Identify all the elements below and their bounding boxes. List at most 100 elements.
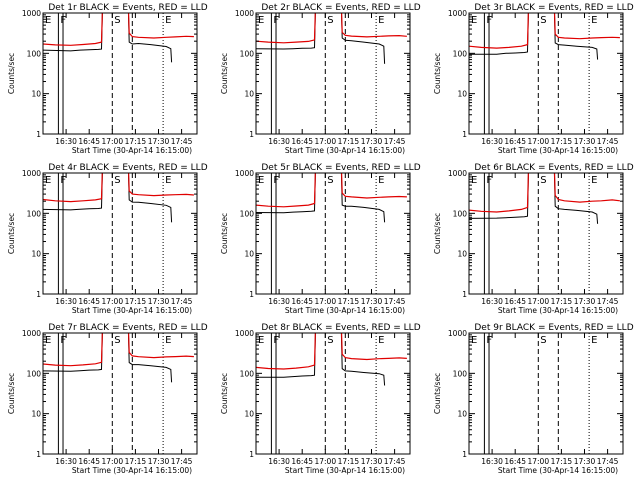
- event-marker-label: F: [486, 175, 492, 186]
- y-tick-label: 1: [462, 450, 467, 459]
- x-tick-label: 17:45: [384, 137, 406, 146]
- event-marker-label: E: [165, 175, 171, 186]
- panel-title: Det 8r BLACK = Events, RED = LLD: [261, 323, 420, 333]
- x-tick-label: 17:30: [361, 137, 383, 146]
- x-axis-label: Start Time (30-Apr-14 16:15:00): [72, 306, 192, 315]
- y-tick-label: 10: [31, 250, 41, 259]
- event-marker-label: E: [471, 175, 477, 186]
- x-tick-label: 16:45: [504, 297, 526, 306]
- y-tick-label: 1000: [22, 329, 41, 338]
- y-tick-label: 1000: [448, 9, 467, 18]
- event-marker-label: S: [327, 15, 333, 26]
- y-tick-label: 100: [453, 209, 468, 218]
- series-events-line: [43, 333, 173, 383]
- y-axis-label: Counts/sec: [220, 53, 229, 94]
- x-tick-label: 16:45: [291, 457, 313, 466]
- y-tick-label: 1: [36, 290, 41, 299]
- x-tick-label: 17:30: [148, 137, 170, 146]
- y-tick-label: 1000: [448, 169, 467, 178]
- x-tick-label: 17:15: [551, 297, 573, 306]
- x-axis-label: Start Time (30-Apr-14 16:15:00): [72, 466, 192, 475]
- plot-frame: [468, 172, 624, 295]
- event-marker-label: E: [378, 335, 384, 346]
- plot-frame: [468, 332, 624, 455]
- y-tick-label: 100: [27, 209, 42, 218]
- x-axis-label: Start Time (30-Apr-14 16:15:00): [285, 466, 405, 475]
- event-marker-label: F: [60, 335, 66, 346]
- event-marker-label: S: [327, 335, 333, 346]
- y-tick-label: 1000: [235, 169, 254, 178]
- plot-area: [469, 333, 590, 454]
- series-lld-line: [43, 173, 194, 203]
- x-tick-label: 17:00: [527, 297, 549, 306]
- event-marker-label: E: [45, 175, 51, 186]
- x-tick-label: 17:45: [597, 457, 619, 466]
- event-marker-label: F: [60, 175, 66, 186]
- y-tick-label: 100: [453, 49, 468, 58]
- event-marker-label: E: [45, 15, 51, 26]
- y-axis-label: Counts/sec: [7, 373, 16, 414]
- plot-area: [256, 13, 407, 134]
- event-marker-label: F: [60, 15, 66, 26]
- panel-title: Det 3r BLACK = Events, RED = LLD: [474, 3, 633, 13]
- event-marker-label: F: [486, 335, 492, 346]
- plot-area: [256, 173, 407, 294]
- x-tick-label: 16:45: [504, 137, 526, 146]
- x-tick-label: 17:00: [527, 457, 549, 466]
- series-events-line: [43, 13, 173, 63]
- plot-frame: [255, 12, 411, 135]
- panel-title: Det 9r BLACK = Events, RED = LLD: [474, 323, 633, 333]
- x-tick-label: 16:30: [268, 297, 290, 306]
- y-tick-label: 100: [240, 49, 255, 58]
- plot-frame: [468, 12, 624, 135]
- x-tick-label: 17:15: [125, 137, 147, 146]
- y-tick-label: 1000: [22, 169, 41, 178]
- y-tick-label: 1: [462, 290, 467, 299]
- y-axis-label: Counts/sec: [7, 213, 16, 254]
- panel-title: Det 1r BLACK = Events, RED = LLD: [48, 3, 207, 13]
- series-events-line: [256, 173, 386, 223]
- x-tick-label: 17:30: [148, 297, 170, 306]
- y-axis-label: Counts/sec: [433, 213, 442, 254]
- series-lld-line: [43, 333, 194, 367]
- series-lld-line: [256, 13, 407, 44]
- series-lld-line: [256, 333, 407, 370]
- series-lld-line: [469, 13, 620, 49]
- y-tick-label: 10: [244, 250, 254, 259]
- y-tick-label: 100: [453, 369, 468, 378]
- x-tick-label: 17:00: [314, 457, 336, 466]
- x-tick-label: 17:45: [597, 297, 619, 306]
- y-tick-label: 1: [249, 290, 254, 299]
- series-lld-line: [43, 13, 194, 46]
- plot-area: [469, 13, 620, 134]
- event-marker-label: E: [258, 335, 264, 346]
- x-tick-label: 16:45: [291, 297, 313, 306]
- x-tick-label: 17:00: [101, 297, 123, 306]
- x-axis-label: Start Time (30-Apr-14 16:15:00): [285, 146, 405, 155]
- plot-frame: [42, 332, 198, 455]
- x-tick-label: 17:30: [361, 297, 383, 306]
- panel-title: Det 2r BLACK = Events, RED = LLD: [261, 3, 420, 13]
- x-tick-label: 17:45: [597, 137, 619, 146]
- event-marker-label: F: [486, 15, 492, 26]
- event-marker-label: S: [114, 335, 120, 346]
- plot-frame: [42, 172, 198, 295]
- panel-title: Det 4r BLACK = Events, RED = LLD: [48, 163, 207, 173]
- plot-frame: [255, 172, 411, 295]
- plot-frame: [42, 12, 198, 135]
- y-tick-label: 1: [462, 130, 467, 139]
- x-tick-label: 17:15: [338, 137, 360, 146]
- event-marker-label: E: [258, 15, 264, 26]
- x-axis-label: Start Time (30-Apr-14 16:15:00): [72, 146, 192, 155]
- x-axis-label: Start Time (30-Apr-14 16:15:00): [498, 146, 618, 155]
- event-marker-label: E: [591, 15, 597, 26]
- x-tick-label: 17:30: [574, 297, 596, 306]
- x-tick-label: 17:45: [384, 457, 406, 466]
- x-tick-label: 17:15: [338, 297, 360, 306]
